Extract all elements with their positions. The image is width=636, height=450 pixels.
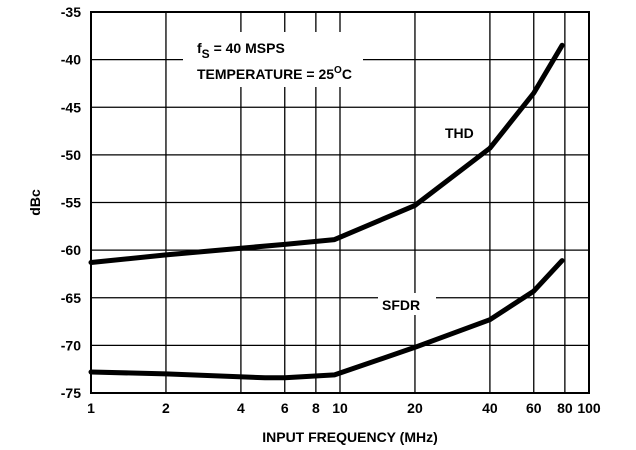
x-tick-label: 60	[526, 400, 542, 416]
x-tick-label: 6	[281, 400, 289, 416]
y-tick-label: -60	[61, 242, 81, 258]
annotation-f-subscript: S	[202, 47, 210, 61]
y-tick-label: -70	[61, 337, 81, 353]
tick-labels: 1 2 4 6 8 10 20 40 60 80 100 -35 -40 -45 -50 -55 -60 -65 -…	[61, 4, 601, 416]
series-sfdr-line	[88, 258, 565, 381]
y-tick-label: -40	[61, 52, 81, 68]
sfdr-label-background	[378, 293, 436, 315]
plot-frame	[90, 11, 590, 394]
annotation-background	[183, 32, 363, 87]
x-tick-label: 40	[482, 400, 498, 416]
thd-label-background	[442, 121, 484, 143]
curves	[88, 42, 565, 381]
x-tick-label: 1	[87, 400, 95, 416]
series-label-sfdr: SFDR	[382, 297, 420, 313]
y-tick-label: -35	[61, 4, 81, 20]
annotation-sample-rate-value: = 40 MSPS	[210, 40, 285, 56]
y-tick-label: -45	[61, 99, 81, 115]
x-tick-label: 10	[332, 400, 348, 416]
series-label-thd: THD	[445, 125, 474, 141]
x-tick-label: 4	[237, 400, 245, 416]
x-tick-label: 8	[312, 400, 320, 416]
y-tick-label: -50	[61, 147, 81, 163]
annotation-degree-superscript: O	[334, 65, 342, 76]
y-tick-label: -75	[61, 385, 81, 401]
x-tick-label: 80	[557, 400, 573, 416]
y-tick-label: -55	[61, 195, 81, 211]
annotation-temperature-text: TEMPERATURE = 25	[197, 66, 334, 82]
x-tick-label: 100	[577, 400, 601, 416]
annotation-f: f	[197, 40, 202, 56]
y-axis-label: dBc	[27, 189, 43, 216]
x-tick-label: 20	[407, 400, 423, 416]
annotation-sample-rate: fS = 40 MSPS	[197, 40, 285, 61]
series-thd-line	[88, 42, 565, 265]
x-tick-label: 2	[162, 400, 170, 416]
annotation-temperature: TEMPERATURE = 25OC	[197, 65, 352, 82]
y-tick-label: -65	[61, 290, 81, 306]
x-axis-label: INPUT FREQUENCY (MHz)	[262, 429, 438, 445]
annotation-temperature-unit: C	[342, 66, 352, 82]
